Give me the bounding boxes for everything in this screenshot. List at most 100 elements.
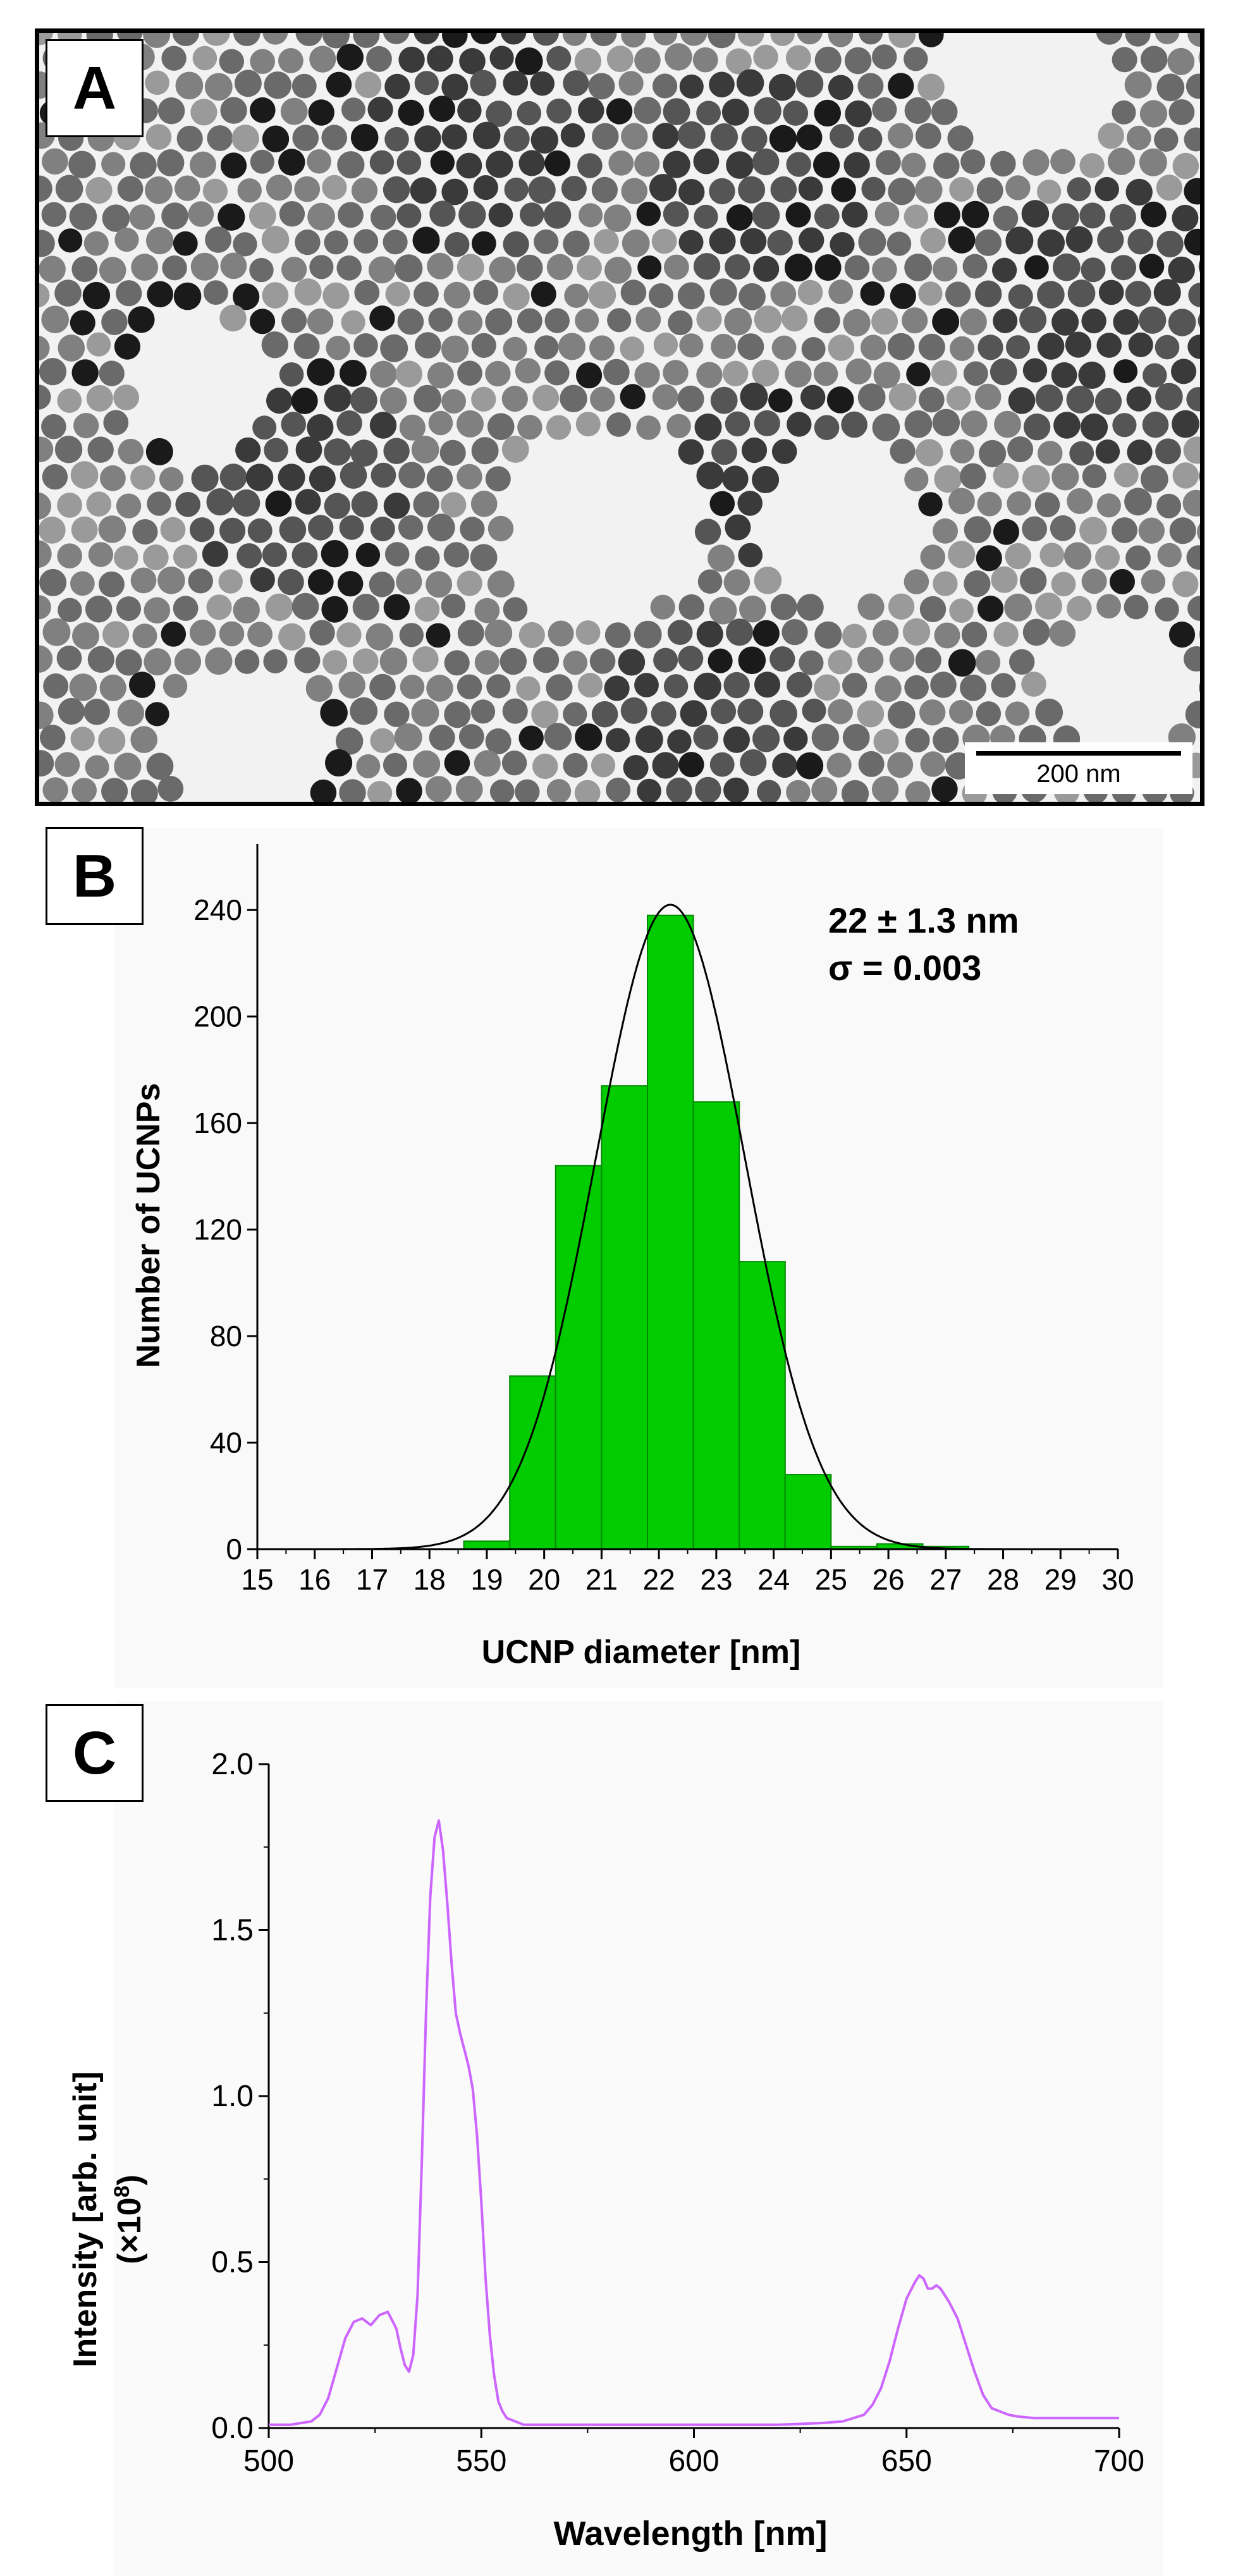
- tem-particle: [444, 650, 470, 676]
- tem-particle: [979, 439, 1007, 468]
- tem-particle: [503, 283, 530, 310]
- tem-particle: [678, 594, 704, 620]
- tem-particle: [130, 779, 158, 802]
- tem-particle: [636, 202, 661, 226]
- tem-image: 200 nm: [35, 28, 1204, 806]
- tem-particle: [708, 33, 736, 49]
- tem-particle: [71, 256, 98, 283]
- tem-particle: [57, 543, 82, 568]
- tem-particle: [264, 438, 288, 463]
- tem-particle: [978, 596, 1004, 622]
- tem-particle: [1155, 334, 1180, 360]
- tem-particle: [752, 148, 780, 176]
- tem-particle: [144, 648, 171, 676]
- tem-particle: [307, 149, 331, 174]
- tem-particle: [781, 619, 808, 646]
- tem-particle: [487, 570, 515, 598]
- tem-particle: [414, 384, 441, 413]
- tem-particle: [784, 254, 812, 282]
- tem-particle: [770, 594, 797, 620]
- tem-particle: [1111, 255, 1136, 281]
- tem-particle: [871, 308, 898, 335]
- tem-particle: [697, 569, 723, 594]
- tem-particle: [249, 257, 274, 283]
- tem-particle: [873, 362, 900, 389]
- tem-particle: [307, 569, 334, 595]
- tem-particle: [39, 33, 54, 46]
- tem-particle: [667, 729, 692, 754]
- tem-particle: [574, 47, 602, 75]
- tem-particle: [1096, 33, 1123, 45]
- tem-particle: [161, 622, 187, 647]
- tem-particle: [489, 256, 516, 283]
- tem-particle: [39, 540, 52, 568]
- tem-particle: [709, 71, 735, 98]
- tem-particle: [369, 150, 395, 175]
- tem-particle: [1021, 200, 1050, 228]
- tem-particle: [235, 649, 260, 674]
- tem-particle: [39, 384, 51, 410]
- tem-particle: [1067, 177, 1091, 202]
- x-tick-label: 21: [585, 1563, 618, 1596]
- x-tick-label: 500: [243, 2444, 294, 2478]
- tem-particle: [753, 44, 778, 70]
- tem-particle: [172, 33, 200, 46]
- tem-particle: [651, 701, 677, 727]
- tem-particle: [918, 333, 945, 360]
- tem-particle: [964, 570, 991, 598]
- tem-particle: [515, 47, 543, 75]
- tem-particle: [828, 334, 855, 361]
- tem-particle: [740, 383, 768, 411]
- tem-particle: [118, 439, 144, 465]
- tem-particle: [71, 516, 98, 543]
- tem-particle: [368, 256, 396, 284]
- tem-particle: [680, 33, 708, 46]
- tem-particle: [355, 543, 381, 567]
- tem-particle: [295, 229, 321, 255]
- x-tick-label: 17: [356, 1563, 388, 1596]
- tem-particle: [339, 515, 364, 540]
- x-tick-label: 700: [1094, 2444, 1144, 2478]
- tem-particle: [261, 226, 290, 254]
- tem-particle: [976, 701, 1002, 727]
- tem-particle: [189, 619, 216, 646]
- tem-particle: [412, 646, 439, 673]
- tem-particle: [945, 281, 971, 307]
- tem-particle: [872, 414, 900, 441]
- tem-particle: [1172, 410, 1199, 438]
- tem-particle: [888, 73, 914, 99]
- tem-particle: [563, 230, 590, 257]
- tem-particle: [325, 749, 353, 777]
- tem-particle: [826, 752, 852, 778]
- tem-particle: [412, 226, 440, 254]
- tem-particle: [607, 308, 632, 333]
- tem-particle: [1124, 488, 1152, 516]
- tem-particle: [1037, 229, 1065, 257]
- tem-particle: [145, 70, 169, 95]
- y-axis-label-exponent: 8: [110, 2185, 134, 2197]
- tem-particle: [663, 674, 689, 699]
- tem-particle: [737, 698, 764, 725]
- tem-particle: [321, 596, 348, 623]
- tem-particle: [769, 646, 795, 672]
- tem-particle: [873, 728, 899, 754]
- tem-particle: [828, 75, 854, 101]
- tem-particle: [428, 307, 453, 332]
- tem-particle: [411, 436, 439, 463]
- tem-particle: [501, 436, 529, 463]
- tem-particle: [340, 360, 367, 387]
- tem-particle: [190, 252, 219, 281]
- tem-particle: [383, 33, 410, 44]
- tem-particle: [652, 384, 678, 410]
- tem-particle: [355, 71, 382, 99]
- tem-particle: [366, 46, 392, 72]
- tem-particle: [1141, 569, 1166, 594]
- tem-particle: [1096, 594, 1121, 619]
- tem-particle: [1140, 46, 1168, 73]
- tem-particle: [726, 618, 754, 646]
- tem-particle: [653, 33, 678, 46]
- tem-particle: [233, 596, 260, 623]
- tem-particle: [233, 283, 260, 310]
- tem-particle: [396, 778, 422, 802]
- tem-particle: [933, 727, 959, 754]
